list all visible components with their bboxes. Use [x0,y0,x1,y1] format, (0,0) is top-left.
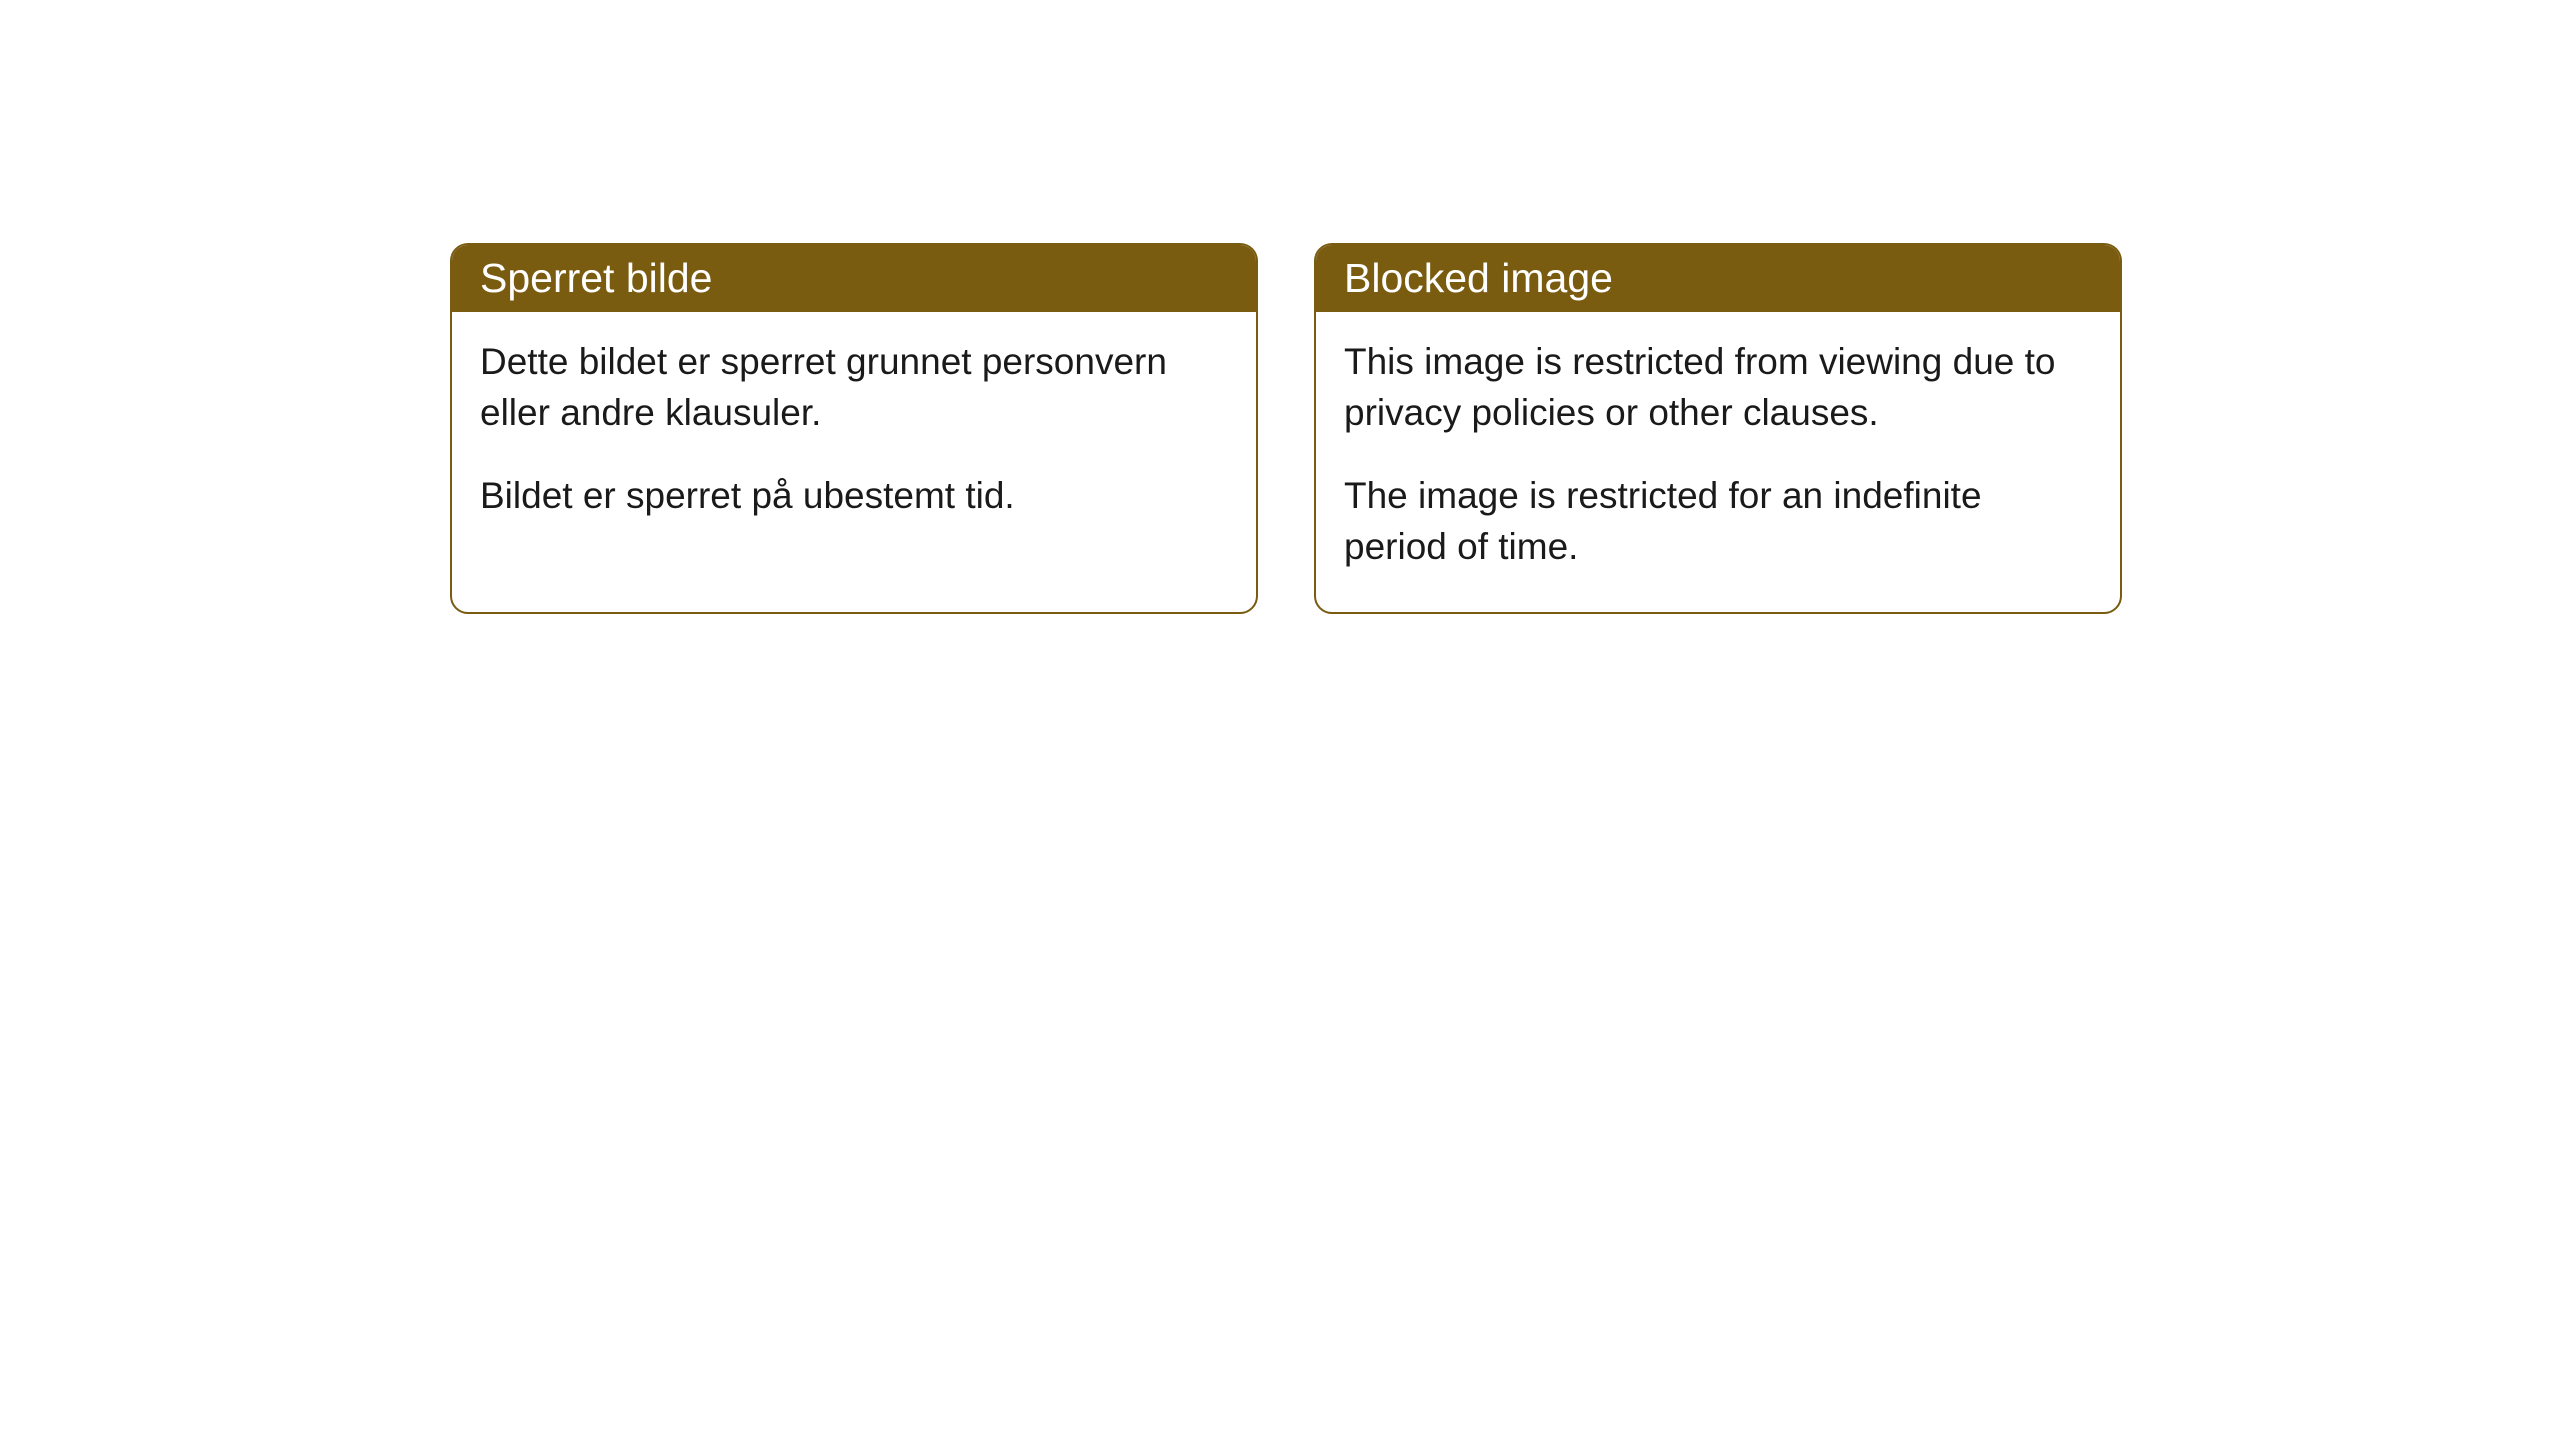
card-body-norwegian: Dette bildet er sperret grunnet personve… [452,312,1256,561]
card-header-norwegian: Sperret bilde [452,245,1256,312]
card-header-english: Blocked image [1316,245,2120,312]
notice-card-norwegian: Sperret bilde Dette bildet er sperret gr… [450,243,1258,614]
card-para2-norwegian: Bildet er sperret på ubestemt tid. [480,470,1228,521]
card-para1-english: This image is restricted from viewing du… [1344,336,2092,438]
card-title-norwegian: Sperret bilde [480,255,712,301]
card-body-english: This image is restricted from viewing du… [1316,312,2120,612]
card-title-english: Blocked image [1344,255,1613,301]
notice-cards-container: Sperret bilde Dette bildet er sperret gr… [450,243,2122,614]
card-para2-english: The image is restricted for an indefinit… [1344,470,2092,572]
notice-card-english: Blocked image This image is restricted f… [1314,243,2122,614]
card-para1-norwegian: Dette bildet er sperret grunnet personve… [480,336,1228,438]
